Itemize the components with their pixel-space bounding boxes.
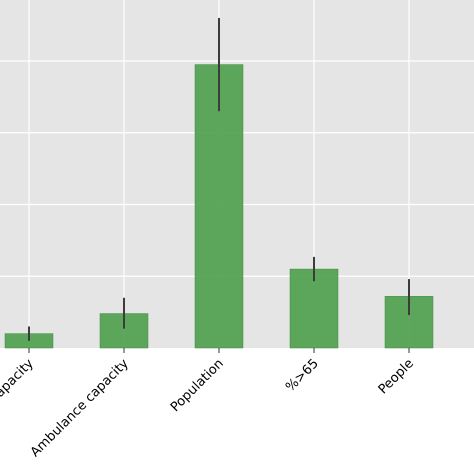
x-tick-label: Population bbox=[168, 356, 227, 415]
x-tick-label: %>65 bbox=[283, 356, 322, 395]
error-bars bbox=[28, 17, 410, 341]
bars bbox=[4, 64, 434, 349]
x-tick-label: People bbox=[376, 356, 417, 397]
bar bbox=[194, 64, 244, 349]
x-tick-label: Ambulance capacity bbox=[28, 356, 132, 460]
bar bbox=[289, 268, 339, 349]
x-ticks bbox=[28, 348, 410, 353]
x-tick-label: 11 capacity bbox=[0, 356, 37, 420]
